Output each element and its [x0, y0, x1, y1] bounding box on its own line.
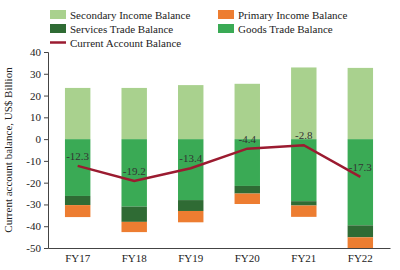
legend-item: Current Account Balance [50, 37, 181, 49]
tick: FY20 [235, 252, 261, 264]
bar [291, 206, 316, 217]
tick: -40 [26, 220, 48, 232]
tick-label: 10 [30, 111, 42, 123]
tick-label: -10 [26, 155, 41, 167]
data-labels: -12.3 -19.2 -13.4 -4.4 -2.8 -17.3 [66, 129, 372, 177]
tick-label: 20 [30, 90, 42, 102]
bar [121, 222, 146, 232]
tick: FY17 [65, 252, 91, 264]
legend-item: Secondary Income Balance [50, 9, 190, 21]
tick-mark [44, 117, 48, 118]
bar [65, 88, 90, 139]
legend-label: Current Account Balance [70, 37, 181, 49]
chart: -12.3 -19.2 -13.4 -4.4 -2.8 -17.3 -50 -40 -30 -20… [0, 0, 400, 270]
tick: -20 [26, 177, 48, 189]
legend-label: Secondary Income Balance [70, 9, 190, 21]
tick-mark [44, 139, 48, 140]
bar [348, 68, 373, 139]
bar [121, 88, 146, 139]
y-axis-title: Current account balance, US$ Billion [2, 67, 14, 233]
bar [121, 139, 146, 207]
tick-mark [44, 183, 48, 184]
tick-label: 40 [30, 46, 42, 58]
bar [235, 194, 260, 204]
tick-label: FY18 [122, 252, 148, 264]
tick: -50 [26, 242, 48, 254]
legend-swatch [50, 10, 66, 19]
data-label: -2.8 [295, 129, 313, 141]
bar [348, 237, 373, 248]
legend-swatch [50, 24, 66, 33]
bar [65, 196, 90, 205]
tick-mark [44, 248, 48, 249]
tick-label: FY20 [235, 252, 261, 264]
tick-label: -50 [26, 242, 41, 254]
tick-label: FY21 [291, 252, 316, 264]
tick-label: 30 [30, 68, 42, 80]
tick-label: FY22 [348, 252, 373, 264]
line [78, 145, 361, 181]
marks [65, 67, 373, 248]
tick: 30 [30, 68, 48, 80]
tick-mark [44, 226, 48, 227]
data-label: -13.4 [179, 152, 202, 164]
bar [178, 200, 203, 211]
tick: FY18 [122, 252, 148, 264]
data-label: -4.4 [239, 133, 257, 145]
legend-swatch [50, 41, 66, 44]
tick: FY22 [348, 252, 373, 264]
tick-mark [44, 52, 48, 53]
legend-item: Services Trade Balance [50, 23, 173, 35]
tick-label: -40 [26, 220, 41, 232]
bar-series [65, 139, 373, 225]
tick-label: -30 [26, 198, 41, 210]
bar [121, 207, 146, 222]
axis-line [49, 248, 391, 249]
plot-area: -12.3 -19.2 -13.4 -4.4 -2.8 -17.3 -50 -40 -30 -20… [26, 46, 390, 264]
bar-series [65, 67, 373, 139]
tick: 20 [30, 90, 48, 102]
tick: FY19 [178, 252, 204, 264]
tick: 10 [30, 111, 48, 123]
tick-label: 0 [36, 133, 42, 145]
x-axis: FY17 FY18 FY19 FY20 FY21 FY22 [49, 249, 391, 264]
legend-swatch [218, 10, 234, 19]
data-label: -17.3 [349, 161, 372, 173]
bar [65, 205, 90, 217]
tick: 0 [36, 133, 49, 145]
bar [235, 139, 260, 186]
bar-series [65, 186, 373, 237]
data-label: -12.3 [66, 150, 89, 162]
legend-label: Services Trade Balance [70, 23, 173, 35]
y-axis: -50 -40 -30 -20 -10 0 10 20 30 40 [26, 46, 48, 254]
bar [178, 211, 203, 222]
tick-mark [44, 204, 48, 205]
bar [235, 84, 260, 139]
legend-item: Goods Trade Balance [218, 23, 333, 35]
tick-mark [44, 161, 48, 162]
tick-mark [44, 96, 48, 97]
tick-mark [44, 74, 48, 75]
bar [348, 225, 373, 237]
tick-label: -20 [26, 177, 41, 189]
legend-item: Primary Income Balance [218, 9, 347, 21]
legend-label: Primary Income Balance [238, 9, 347, 21]
tick: FY21 [291, 252, 316, 264]
bar [235, 186, 260, 194]
bar [291, 139, 316, 201]
data-label: -19.2 [123, 165, 146, 177]
legend-label: Goods Trade Balance [238, 23, 333, 35]
tick-label: FY19 [178, 252, 204, 264]
bar [348, 139, 373, 225]
bar-series [65, 194, 373, 248]
tick: -10 [26, 155, 48, 167]
tick-label: FY17 [65, 252, 91, 264]
bar [291, 201, 316, 205]
axis-line [44, 53, 49, 249]
legend-swatch [218, 24, 234, 33]
tick: -30 [26, 198, 48, 210]
legend: Secondary Income Balance Primary Income B… [50, 9, 347, 49]
tick: 40 [30, 46, 48, 58]
bar [178, 85, 203, 139]
